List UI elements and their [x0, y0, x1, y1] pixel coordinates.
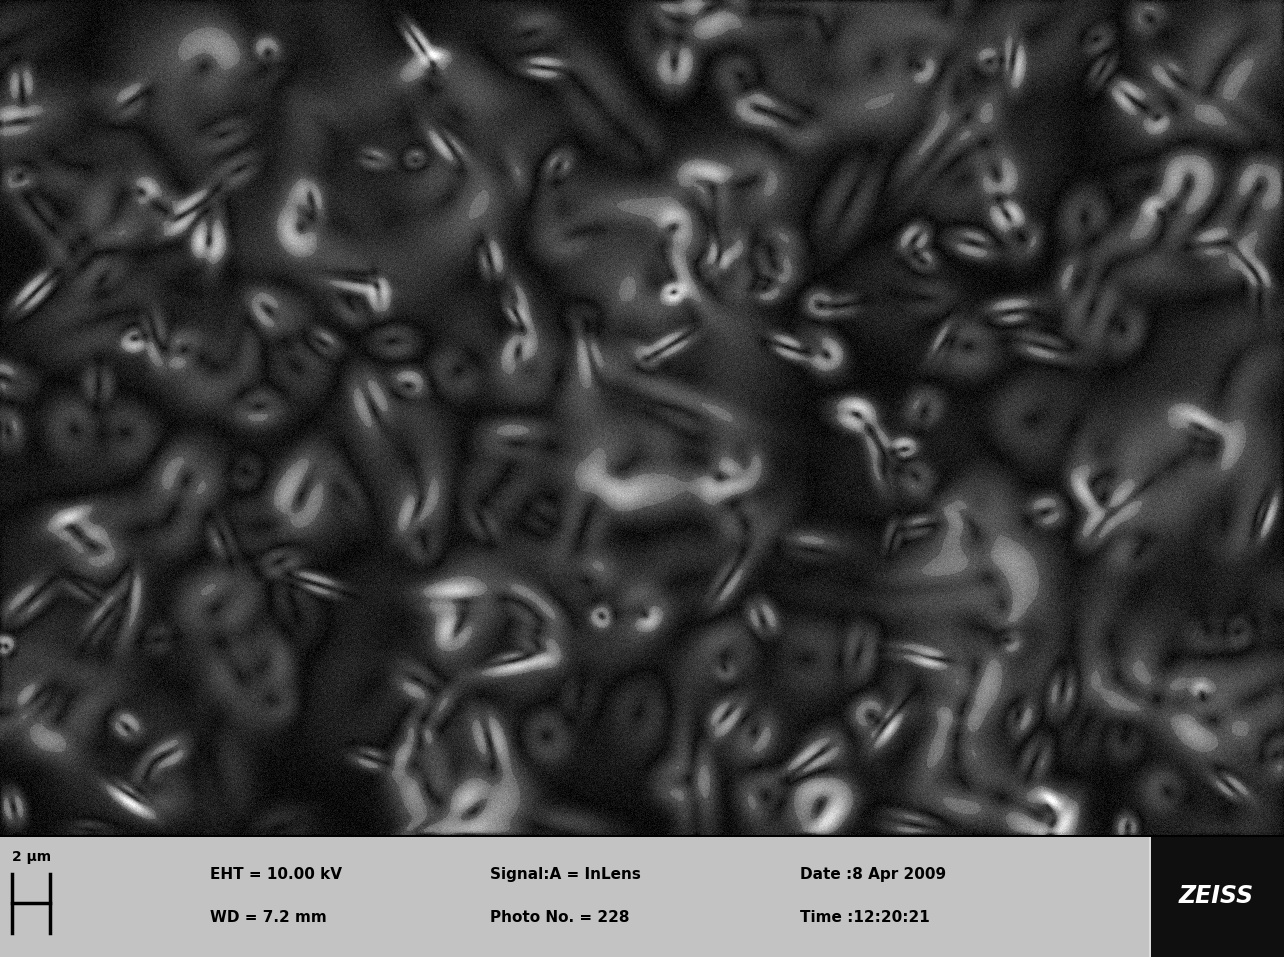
Text: WD = 7.2 mm: WD = 7.2 mm: [211, 910, 326, 925]
Text: ZEISS: ZEISS: [1179, 884, 1254, 908]
Text: 2 μm: 2 μm: [12, 850, 51, 864]
Text: EHT = 10.00 kV: EHT = 10.00 kV: [211, 866, 342, 881]
Text: Photo No. = 228: Photo No. = 228: [490, 910, 629, 925]
Text: Signal:A = InLens: Signal:A = InLens: [490, 866, 641, 881]
Text: Date :8 Apr 2009: Date :8 Apr 2009: [800, 866, 946, 881]
Text: Time :12:20:21: Time :12:20:21: [800, 910, 930, 925]
